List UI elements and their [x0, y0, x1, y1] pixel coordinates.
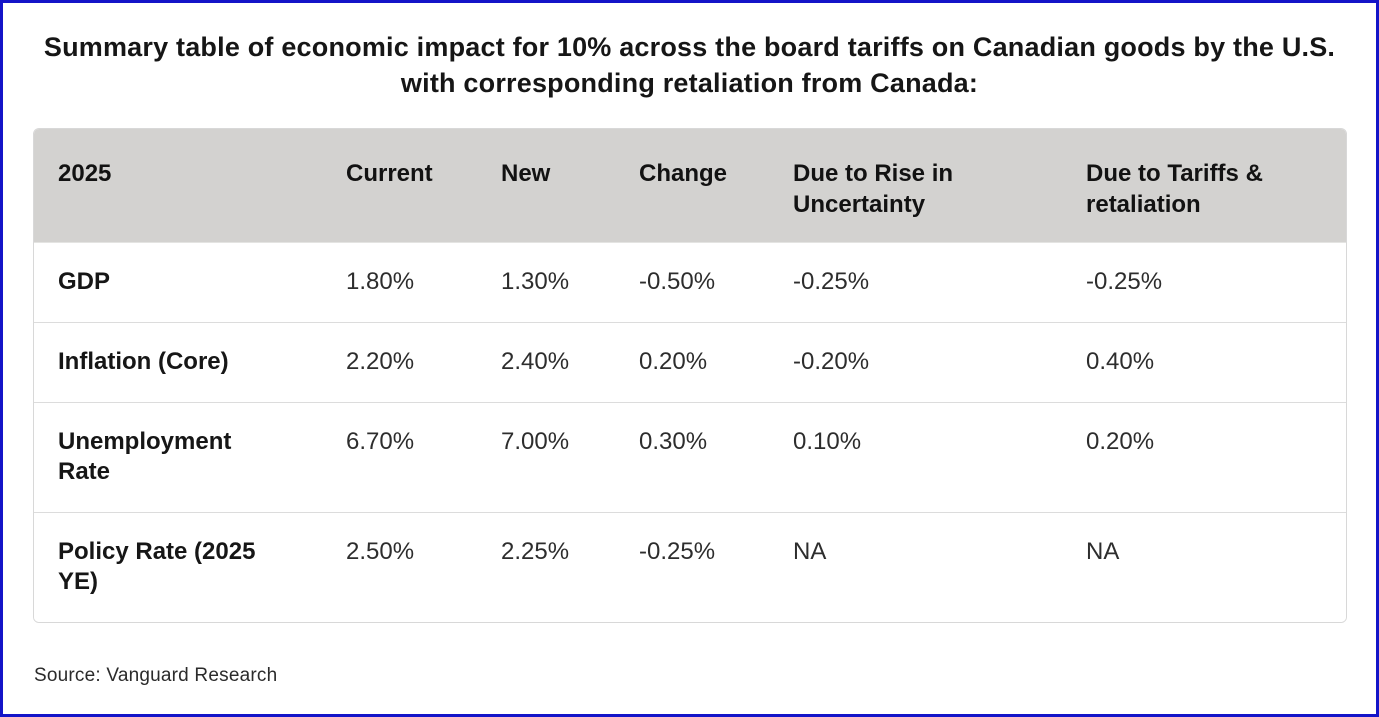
value-cell: 2.25% [477, 512, 615, 622]
value-cell: 2.40% [477, 322, 615, 402]
value-cell: 0.20% [615, 322, 769, 402]
row-label: Unemployment Rate [34, 402, 322, 512]
table-row: Policy Rate (2025 YE) 2.50% 2.25% -0.25% NA N… [34, 512, 1346, 622]
column-header-2: Current [322, 129, 477, 242]
value-cell: NA [769, 512, 1062, 622]
value-cell: 6.70% [322, 402, 477, 512]
table-row: GDP 1.80% 1.30% -0.50% -0.25% -0.25% [34, 242, 1346, 322]
table-header: 2025 Current New Change Due to Rise in Uncer… [34, 129, 1346, 242]
table-header-row: 2025 Current New Change Due to Rise in Uncer… [34, 129, 1346, 242]
value-cell: 7.00% [477, 402, 615, 512]
figure-title: Summary table of economic impact for 10%… [3, 29, 1376, 101]
economic-impact-table-container: 2025 Current New Change Due to Rise in Uncer… [33, 128, 1347, 623]
value-cell: 0.40% [1062, 322, 1346, 402]
value-cell: -0.20% [769, 322, 1062, 402]
table-body: GDP 1.80% 1.30% -0.50% -0.25% -0.25% Inflation… [34, 242, 1346, 622]
column-header-5: Due to Rise in Uncertainty [769, 129, 1062, 242]
value-cell: 2.50% [322, 512, 477, 622]
column-header-6: Due to Tariffs & retaliation [1062, 129, 1346, 242]
figure-title-line-1: Summary table of economic impact for 10%… [43, 32, 1336, 62]
column-header-1: 2025 [34, 129, 322, 242]
value-cell: -0.25% [769, 242, 1062, 322]
value-cell: -0.25% [1062, 242, 1346, 322]
value-cell: NA [1062, 512, 1346, 622]
row-label: Policy Rate (2025 YE) [34, 512, 322, 622]
value-cell: 2.20% [322, 322, 477, 402]
value-cell: 0.20% [1062, 402, 1346, 512]
table-row: Unemployment Rate 6.70% 7.00% 0.30% 0.10% 0.2… [34, 402, 1346, 512]
value-cell: 1.80% [322, 242, 477, 322]
value-cell: 0.30% [615, 402, 769, 512]
value-cell: 1.30% [477, 242, 615, 322]
table-row: Inflation (Core) 2.20% 2.40% 0.20% -0.20% 0.4… [34, 322, 1346, 402]
value-cell: -0.50% [615, 242, 769, 322]
value-cell: -0.25% [615, 512, 769, 622]
value-cell: 0.10% [769, 402, 1062, 512]
figure-title-line-2: with corresponding retaliation from Cana… [400, 68, 979, 98]
row-label: GDP [34, 242, 322, 322]
source-note: Source: Vanguard Research [34, 665, 278, 686]
column-header-3: New [477, 129, 615, 242]
row-label: Inflation (Core) [34, 322, 322, 402]
economic-impact-table: 2025 Current New Change Due to Rise in Uncer… [34, 129, 1346, 622]
column-header-4: Change [615, 129, 769, 242]
